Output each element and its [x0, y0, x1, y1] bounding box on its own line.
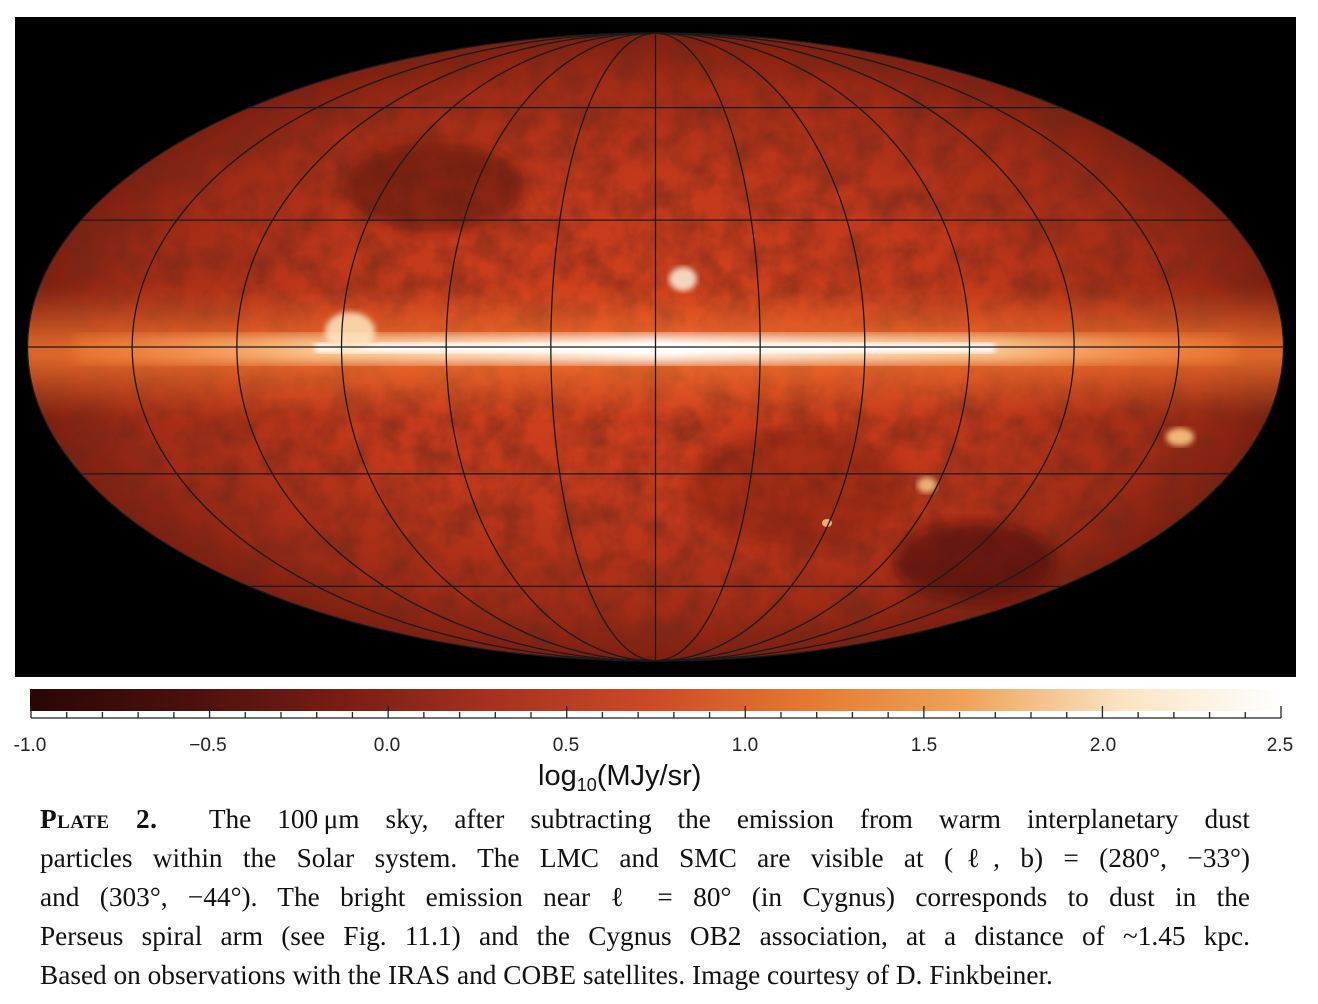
map-outline — [26, 32, 1285, 662]
all-sky-map — [15, 17, 1296, 677]
coordinate-grid — [26, 32, 1285, 662]
caption-line: Plate 2. The 100 μm sky, after subtracti… — [40, 804, 1250, 834]
colorbar-tick-label: 0.5 — [552, 735, 580, 756]
caption-line: Based on observations with the IRAS and … — [40, 960, 1053, 990]
caption-line: Perseus spiral arm (see Fig. 11.1) and t… — [40, 921, 1250, 951]
colorbar-tick-marks — [30, 706, 1282, 719]
colorbar-ticks — [30, 706, 1282, 719]
plate-label: Plate 2. — [40, 804, 158, 834]
figure-caption: Plate 2. The 100 μm sky, after subtracti… — [40, 800, 1250, 995]
caption-line: and (303°, −44°). The bright emission ne… — [40, 882, 1250, 912]
mollweide-projection — [26, 32, 1285, 662]
colorbar-tick-label: 2.0 — [1089, 735, 1117, 756]
colorbar — [30, 689, 1282, 711]
colorbar-tick-label: 2.5 — [1266, 735, 1294, 756]
colorbar-unit-label: log10(MJy/sr) — [538, 760, 702, 795]
colorbar-tick-label: -1.0 — [13, 735, 47, 756]
caption-line: particles within the Solar system. The L… — [40, 843, 1250, 873]
colorbar-tick-label: −0.5 — [189, 735, 227, 756]
colorbar-tick-label: 1.0 — [731, 735, 759, 756]
colorbar-tick-label: 1.5 — [910, 735, 938, 756]
colorbar-tick-label: 0.0 — [373, 735, 401, 756]
